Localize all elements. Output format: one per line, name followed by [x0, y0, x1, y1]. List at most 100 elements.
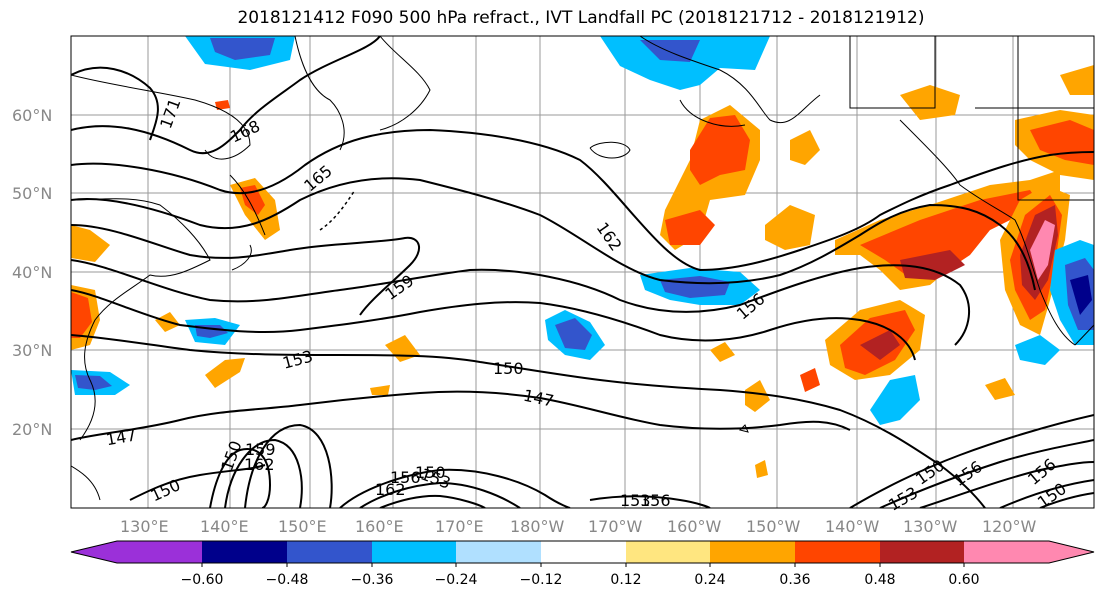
height-contours [71, 36, 1094, 508]
shade-neg-top-2 [600, 36, 770, 90]
shade-pos-w6 [755, 460, 768, 478]
shade-pos-se4 [985, 378, 1015, 400]
shade-neg-mid2-b [555, 318, 592, 350]
ivt-shading [71, 36, 1094, 478]
colorbar-tick-label: −0.48 [266, 572, 309, 588]
colorbar-seg [287, 541, 372, 563]
colorbar-tick-label: 0.24 [694, 572, 725, 588]
map-title: 2018121412 F090 500 hPa refract., IVT La… [237, 8, 925, 28]
contour-low7 [589, 495, 711, 508]
colorbar-seg [880, 541, 964, 563]
lat-label: 60°N [12, 106, 52, 125]
colorbar-tick-label: −0.12 [520, 572, 563, 588]
shade-pos-tr-b [1030, 120, 1094, 165]
colorbar-seg [541, 541, 626, 563]
lon-label: 140°E [200, 517, 249, 536]
shade-pos-w3 [205, 358, 245, 388]
contour-label: 150 [415, 463, 446, 482]
lon-label: 160°E [355, 517, 404, 536]
shade-neg-top-2b [640, 40, 700, 62]
contour-low2 [224, 438, 303, 508]
lat-label: 20°N [12, 420, 52, 439]
contour-se4 [999, 479, 1094, 508]
lon-label: 130°W [903, 517, 958, 536]
contour-label: 159 [245, 440, 276, 459]
contour-153 [71, 289, 916, 361]
contour-150 [71, 334, 986, 508]
colorbar-seg [710, 541, 795, 563]
contour-label: 153 [620, 491, 651, 510]
shade-pos-ak-c [665, 210, 715, 245]
shade-pos-se2 [800, 368, 820, 392]
lon-label: 170°W [588, 517, 643, 536]
contour-se5 [1039, 492, 1094, 508]
lon-label: 130°E [120, 517, 169, 536]
contour-low5 [359, 481, 521, 508]
contour-se1 [849, 414, 1094, 508]
contour-label: 150 [493, 359, 524, 378]
shade-pos-ak2 [765, 205, 815, 250]
lat-label: 50°N [12, 184, 52, 203]
colorbar-seg [626, 541, 710, 563]
contour-se2 [879, 439, 1094, 508]
shade-neg-se [870, 375, 920, 425]
colorbar-seg [202, 541, 287, 563]
shade-pos-w7 [215, 100, 230, 110]
shade-pos-coast-d [1030, 220, 1055, 280]
shade-pos-se5 [710, 342, 735, 362]
shade-pos-se3 [745, 380, 770, 412]
lat-label: 40°N [12, 263, 52, 282]
contour-162 [71, 177, 1036, 291]
colorbar-seg [964, 541, 1049, 563]
lon-label: 170°E [435, 517, 484, 536]
colorbar-tick-label: −0.24 [435, 572, 478, 588]
contour-low3 [244, 423, 333, 508]
shade-neg-west-b [75, 375, 112, 390]
coastlines [71, 36, 1094, 501]
colorbar-tick-label: 0.60 [948, 572, 979, 588]
contour-label: 156 [640, 491, 671, 510]
colorbar-seg [795, 541, 880, 563]
shade-pos-band-b [860, 190, 1040, 278]
colorbar-outline [70, 540, 1095, 564]
contour-label: 156 [390, 468, 421, 487]
shade-pos-se-c [860, 330, 900, 360]
lat-labels: 60°N 50°N 40°N 30°N 20°N [12, 106, 52, 439]
colorbar-tick-label: −0.36 [351, 572, 394, 588]
colorbar-seg [456, 541, 541, 563]
lon-label: 180°W [510, 517, 565, 536]
shade-neg-top-1b [210, 38, 275, 60]
lat-label: 30°N [12, 341, 52, 360]
colorbar-tick-label: 0.48 [864, 572, 895, 588]
shade-pos-tr2 [900, 85, 960, 120]
shade-pos-ak3 [790, 130, 820, 165]
shade-pos-w8 [370, 385, 390, 395]
contour-label: 162 [244, 455, 275, 474]
colorbar-tick-label: 0.36 [779, 572, 810, 588]
shade-pos-ak-b [690, 115, 750, 185]
contour-159 [71, 224, 420, 316]
colorbar-seg [1049, 541, 1094, 563]
colorbar-seg [372, 541, 456, 563]
contour-low4 [339, 468, 571, 508]
contour-165 [71, 128, 1094, 272]
shade-pos-west1 [71, 225, 110, 262]
colorbar-ticks [201, 563, 965, 567]
lon-label: 150°E [278, 517, 327, 536]
lon-label: 140°W [825, 517, 880, 536]
colorbar-seg [71, 541, 117, 563]
map-frame [70, 35, 1095, 509]
shade-neg-inland-c [1070, 275, 1092, 315]
contour-171 [71, 66, 159, 141]
shade-pos-tr3 [1060, 65, 1094, 95]
colorbar-seg [117, 541, 202, 563]
contour-dashed [319, 189, 356, 231]
colorbar-tick-labels: −0.60 −0.48 −0.36 −0.24 −0.12 0.12 0.24 … [181, 572, 980, 588]
contour-147 [71, 390, 851, 441]
shade-pos-band-c [900, 250, 965, 280]
lon-label: 160°W [667, 517, 722, 536]
lon-labels: 130°E 140°E 150°E 160°E 170°E 180°W 170°… [120, 517, 1037, 536]
lon-label: 150°W [746, 517, 801, 536]
lon-label: 120°W [982, 517, 1037, 536]
